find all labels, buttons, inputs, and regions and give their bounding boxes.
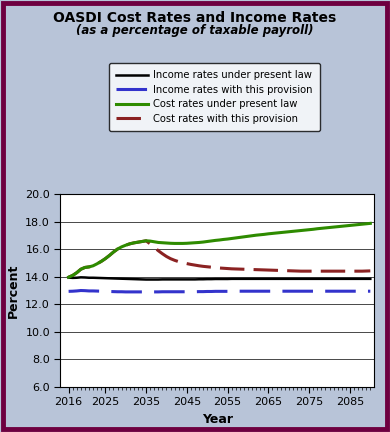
Legend: Income rates under present law, Income rates with this provision, Cost rates und: Income rates under present law, Income r… [109, 64, 320, 131]
Y-axis label: Percent: Percent [7, 264, 20, 318]
Text: OASDI Cost Rates and Income Rates: OASDI Cost Rates and Income Rates [53, 11, 337, 25]
Text: (as a percentage of taxable payroll): (as a percentage of taxable payroll) [76, 24, 314, 37]
X-axis label: Year: Year [202, 413, 233, 426]
